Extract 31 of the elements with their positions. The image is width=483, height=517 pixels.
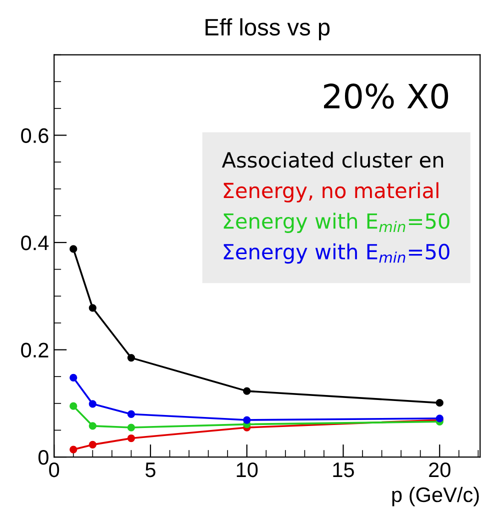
point	[243, 387, 251, 395]
point	[127, 410, 136, 418]
point	[436, 399, 444, 407]
y-tick-label: 0	[38, 450, 48, 465]
point	[243, 416, 251, 424]
point	[127, 354, 136, 362]
point	[127, 434, 136, 442]
y-tick-label: 0.4	[21, 236, 49, 250]
point	[70, 402, 78, 410]
chart-title: Eff loss vs p	[206, 18, 330, 40]
point	[88, 422, 96, 430]
x-tick-label: 5	[146, 462, 156, 478]
annotation: 20% X0	[324, 84, 448, 109]
point	[88, 440, 96, 449]
point	[88, 304, 96, 312]
x-tick-label: 20	[429, 462, 450, 478]
point	[70, 245, 78, 253]
text: Σenergy, no material	[224, 182, 438, 202]
point	[70, 374, 78, 382]
point	[127, 424, 136, 432]
point	[70, 446, 78, 454]
x-axis-title: p (GeV/c)	[392, 486, 479, 506]
y-tick-label: 0.6	[21, 128, 48, 143]
x-tick-label: 15	[333, 462, 354, 478]
text: Associated cluster en	[222, 152, 444, 168]
point	[88, 400, 96, 408]
text: Σenergy with E$_{min}$=50	[224, 243, 450, 264]
x-tick-label: 10	[236, 462, 258, 478]
x-tick-label: 0	[49, 462, 60, 478]
text: Σenergy with E$_{min}$=50	[224, 212, 450, 233]
y-tick-label: 0.2	[21, 342, 48, 358]
